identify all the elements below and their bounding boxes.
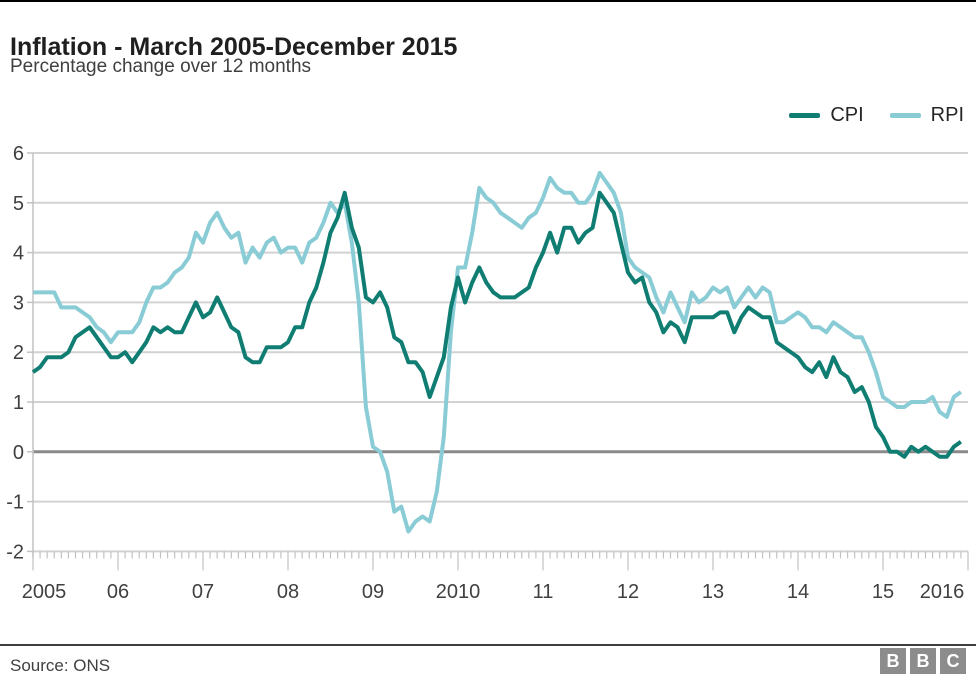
x-tick-label: 07 bbox=[192, 581, 214, 603]
y-tick-label: 6 bbox=[13, 143, 24, 165]
y-tick-label: -1 bbox=[6, 492, 24, 514]
rpi-line bbox=[33, 170, 963, 534]
x-tick-label: 06 bbox=[107, 581, 129, 603]
y-tick-label: 5 bbox=[13, 193, 24, 215]
bbc-logo-letter: B bbox=[880, 648, 906, 674]
x-tick-label: 2005 bbox=[22, 581, 67, 603]
chart-subtitle: Percentage change over 12 months bbox=[10, 56, 312, 77]
legend-label-cpi: CPI bbox=[830, 104, 864, 126]
bbc-logo-letter: B bbox=[910, 648, 936, 674]
cpi-line-swatch bbox=[789, 113, 821, 118]
x-tick-label: 08 bbox=[277, 581, 299, 603]
footer-divider bbox=[0, 644, 976, 646]
y-tick-label: 1 bbox=[13, 392, 24, 414]
y-tick-label: 4 bbox=[13, 243, 24, 265]
y-tick-label: -2 bbox=[6, 541, 24, 563]
legend-label-rpi: RPI bbox=[930, 104, 964, 126]
legend-item-cpi: CPI bbox=[789, 104, 864, 127]
x-tick-label: 13 bbox=[702, 581, 724, 603]
x-tick-label: 12 bbox=[617, 581, 639, 603]
bbc-logo-letter: C bbox=[940, 648, 966, 674]
bbc-logo: B B C bbox=[880, 648, 966, 674]
source-attribution: Source: ONS bbox=[10, 656, 111, 675]
x-tick-label: 09 bbox=[362, 581, 384, 603]
x-tick-label: 15 bbox=[872, 581, 894, 603]
page-title: Inflation - March 2005-December 2015 bbox=[10, 32, 458, 61]
inflation-line-chart: 6 5 4 3 2 1 0 -1 -2 2005 06 07 08 09 2010 11 12 13 14 15 201… bbox=[6, 143, 969, 603]
y-tick-label: 0 bbox=[13, 442, 24, 464]
legend-item-rpi: RPI bbox=[889, 104, 964, 127]
chart-legend: CPI RPI bbox=[789, 104, 964, 127]
rpi-line-swatch bbox=[889, 113, 921, 118]
x-tick-label: 2016 bbox=[920, 581, 965, 603]
y-tick-label: 2 bbox=[13, 342, 24, 364]
x-tick-label: 11 bbox=[533, 581, 554, 603]
cpi-line bbox=[31, 190, 963, 459]
x-tick-label: 14 bbox=[787, 581, 809, 603]
top-border bbox=[0, 0, 976, 2]
y-tick-label: 3 bbox=[13, 292, 24, 314]
x-tick-label: 2010 bbox=[436, 581, 481, 603]
